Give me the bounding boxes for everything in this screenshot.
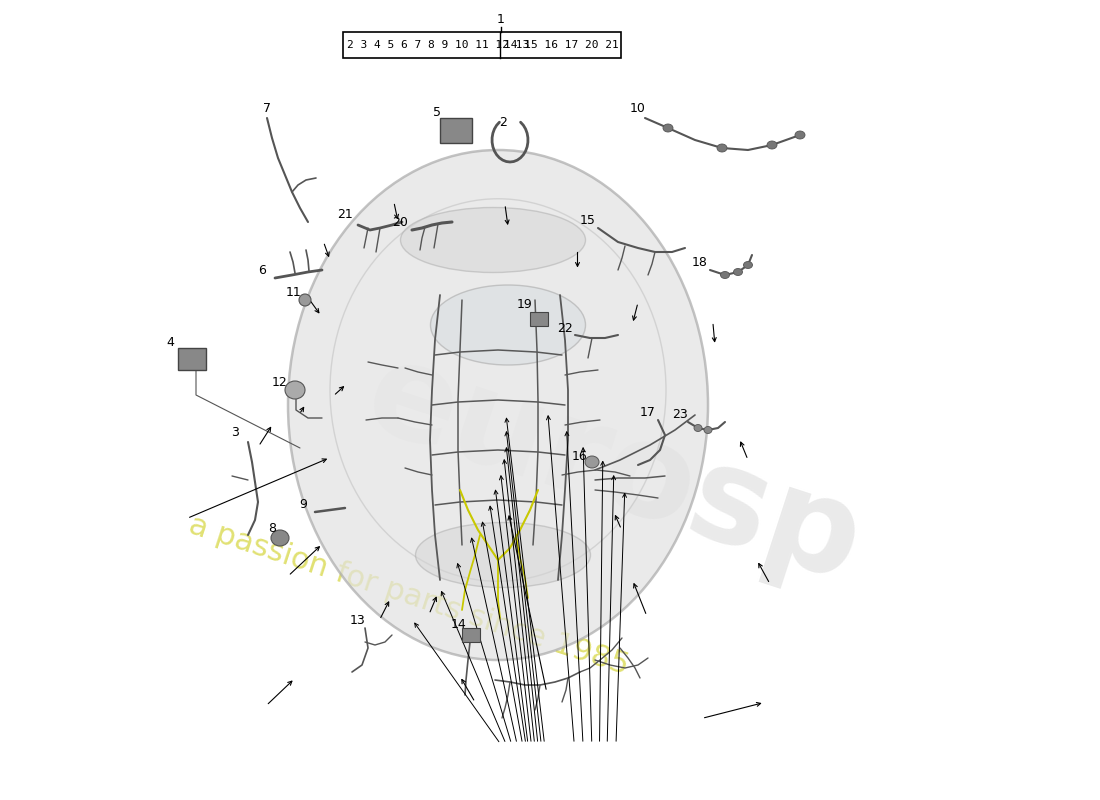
- Ellipse shape: [285, 381, 305, 399]
- Text: 11: 11: [286, 286, 301, 298]
- Text: 4: 4: [166, 335, 174, 349]
- Ellipse shape: [299, 294, 311, 306]
- Ellipse shape: [767, 141, 777, 149]
- Ellipse shape: [720, 271, 729, 278]
- Text: 8: 8: [268, 522, 276, 534]
- Text: 15: 15: [580, 214, 596, 226]
- Text: 9: 9: [299, 498, 307, 511]
- Bar: [530, 312, 548, 326]
- Ellipse shape: [288, 150, 708, 660]
- Ellipse shape: [694, 425, 702, 431]
- Text: 14 15 16 17 20 21: 14 15 16 17 20 21: [504, 40, 619, 50]
- Ellipse shape: [330, 198, 666, 582]
- Text: 12: 12: [272, 375, 288, 389]
- Text: 20: 20: [392, 215, 408, 229]
- Ellipse shape: [704, 426, 712, 434]
- Ellipse shape: [734, 269, 742, 275]
- Text: 22: 22: [557, 322, 573, 334]
- Text: 18: 18: [692, 255, 708, 269]
- Text: 23: 23: [672, 409, 688, 422]
- Ellipse shape: [271, 530, 289, 546]
- Text: 6: 6: [258, 263, 266, 277]
- Ellipse shape: [663, 124, 673, 132]
- Ellipse shape: [430, 285, 585, 365]
- Text: 16: 16: [572, 450, 587, 462]
- Bar: [343, 32, 622, 58]
- Text: 10: 10: [630, 102, 646, 114]
- Bar: [440, 118, 472, 143]
- Text: 13: 13: [350, 614, 366, 626]
- Text: 19: 19: [517, 298, 532, 311]
- Text: 21: 21: [337, 209, 353, 222]
- Text: 17: 17: [640, 406, 656, 418]
- Ellipse shape: [795, 131, 805, 139]
- Text: 1: 1: [497, 13, 505, 26]
- Text: 2: 2: [499, 117, 507, 130]
- Ellipse shape: [717, 144, 727, 152]
- Bar: [178, 348, 206, 370]
- Ellipse shape: [416, 522, 591, 587]
- Text: 5: 5: [433, 106, 441, 118]
- Text: 14: 14: [451, 618, 466, 631]
- Text: 3: 3: [231, 426, 239, 438]
- Text: 2 3 4 5 6 7 8 9 10 11 12 13: 2 3 4 5 6 7 8 9 10 11 12 13: [346, 40, 529, 50]
- Ellipse shape: [585, 456, 600, 468]
- Ellipse shape: [400, 207, 585, 273]
- Ellipse shape: [744, 262, 752, 269]
- Bar: [462, 628, 480, 642]
- Text: a passion for parts since 1985: a passion for parts since 1985: [185, 510, 632, 680]
- Text: 7: 7: [263, 102, 271, 114]
- Text: eurosp: eurosp: [350, 330, 877, 610]
